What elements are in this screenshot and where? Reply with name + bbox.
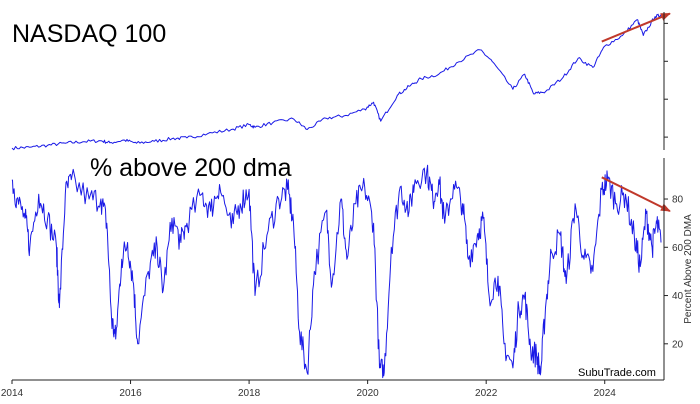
nasdaq-title: NASDAQ 100 <box>12 20 167 48</box>
x-tick-label: 2022 <box>475 388 498 399</box>
breadth-y-ticks: 20 40 60 80 <box>664 195 684 350</box>
breadth-series-line <box>11 164 662 379</box>
nasdaq-y-ticks <box>664 22 668 138</box>
x-tick-label: 2014 <box>1 388 24 399</box>
x-ticks: 2014 2016 2018 2020 2022 2024 <box>1 380 616 399</box>
breadth-y-tick-label: 80 <box>672 195 684 206</box>
breadth-y-tick-label: 40 <box>672 291 684 302</box>
nasdaq-panel <box>11 12 671 151</box>
nasdaq-series-line <box>11 13 662 151</box>
x-tick-label: 2020 <box>357 388 380 399</box>
breadth-y-axis-label: Percent Above 200 DMA <box>683 214 694 324</box>
watermark-text: SubuTrade.com <box>578 367 656 379</box>
x-tick-label: 2016 <box>119 388 142 399</box>
x-tick-label: 2024 <box>594 388 617 399</box>
breadth-title: % above 200 dma <box>90 154 292 182</box>
breadth-y-tick-label: 20 <box>672 339 684 350</box>
x-axis: 2014 2016 2018 2020 2022 2024 <box>1 379 664 399</box>
x-tick-label: 2018 <box>238 388 261 399</box>
breadth-y-tick-label: 60 <box>672 243 684 254</box>
nasdaq-trend-arrow <box>601 12 671 43</box>
breadth-trend-arrow <box>601 176 671 212</box>
breadth-panel: 20 40 60 80 Percent Above 200 DMA <box>11 158 694 380</box>
